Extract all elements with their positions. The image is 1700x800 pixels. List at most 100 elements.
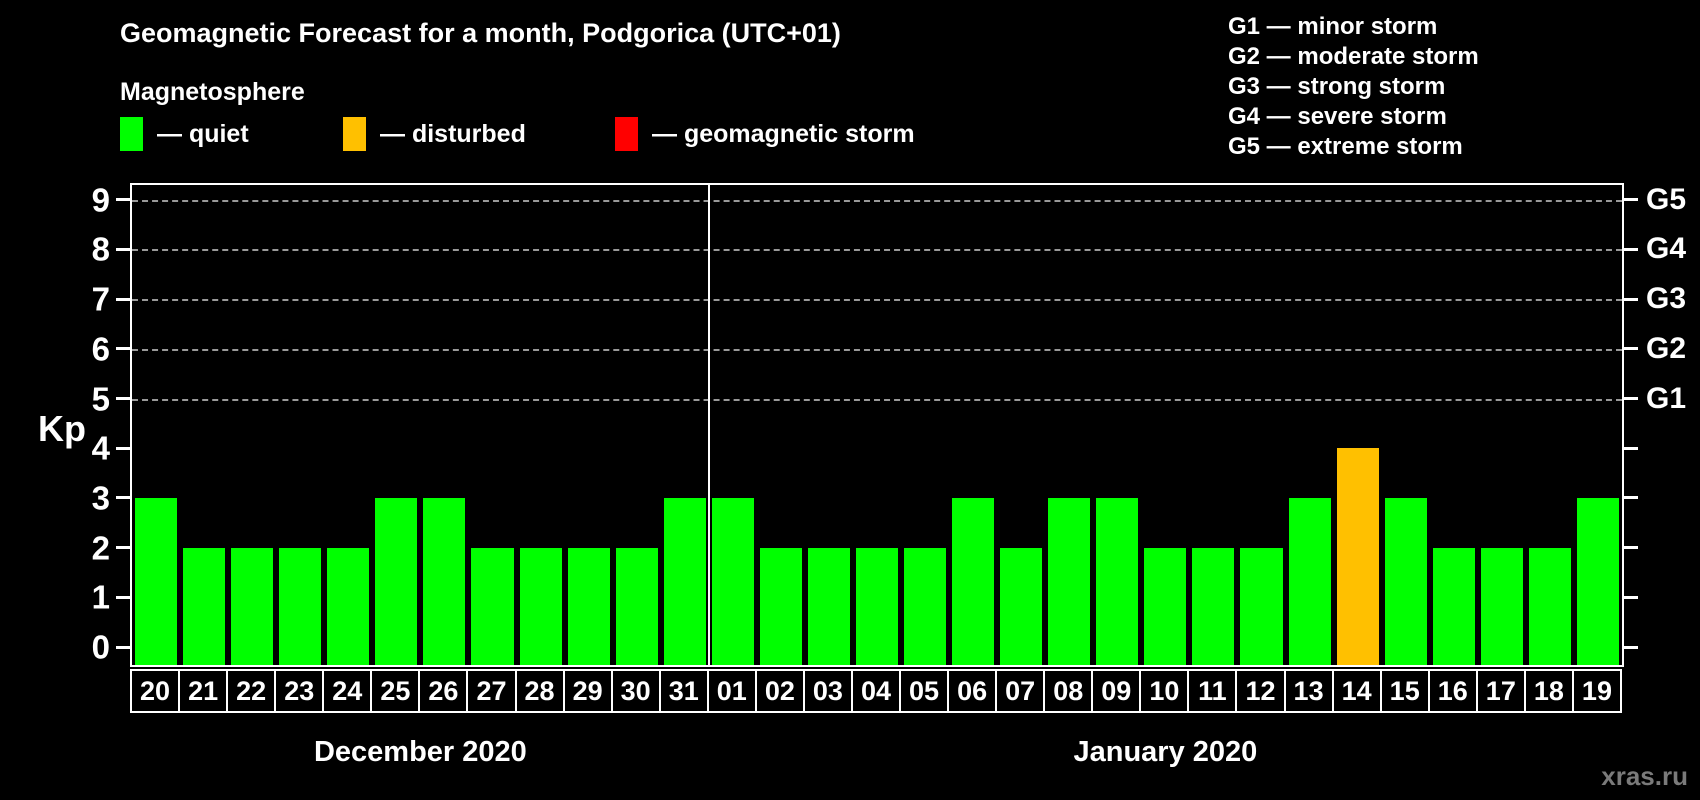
gridline-kp-6 (132, 348, 1622, 351)
kp-bar-day-31 (663, 497, 706, 665)
kp-bar-day-30 (615, 547, 658, 665)
magnetosphere-label: Magnetosphere (120, 78, 305, 106)
day-label-jan-01: 01 (706, 669, 757, 713)
kp-bar-day-17 (1480, 547, 1523, 665)
kp-tick-label-6: 6 (91, 330, 110, 368)
right-tick-kp-3 (1624, 496, 1638, 500)
kp-tick-label-3: 3 (91, 479, 110, 517)
kp-bar-day-21 (183, 547, 226, 665)
kp-tick-label-1: 1 (91, 578, 110, 616)
g-scale-label-G2: G2 (1646, 331, 1687, 365)
storm-scale-line-5: G5 — extreme storm (1228, 133, 1463, 160)
kp-tick-label-2: 2 (91, 529, 110, 567)
g-scale-label-G3: G3 (1646, 282, 1687, 316)
right-tick-kp-7 (1624, 297, 1638, 301)
kp-axis-title: Kp (38, 408, 86, 449)
left-tick-kp-2 (116, 546, 130, 550)
storm-scale-line-2: G2 — moderate storm (1228, 43, 1479, 70)
kp-bar-day-27 (471, 547, 514, 665)
day-label-jan-02: 02 (754, 669, 805, 713)
day-label-dec-24: 24 (322, 669, 373, 713)
kp-bar-day-14 (1336, 448, 1379, 665)
day-label-jan-11: 11 (1187, 669, 1238, 713)
left-tick-kp-8 (116, 247, 130, 251)
day-label-jan-03: 03 (802, 669, 853, 713)
kp-bar-chart-plot-area (130, 183, 1624, 667)
left-tick-kp-6 (116, 347, 130, 351)
gridline-kp-5 (132, 398, 1622, 401)
left-tick-kp-1 (116, 595, 130, 599)
day-label-jan-09: 09 (1091, 669, 1142, 713)
kp-bar-day-24 (327, 547, 370, 665)
month-label-0: December 2020 (313, 736, 527, 768)
legend-label-quiet: — quiet (157, 119, 249, 148)
kp-bar-day-07 (1000, 547, 1043, 665)
day-label-jan-14: 14 (1331, 669, 1382, 713)
kp-bar-day-29 (567, 547, 610, 665)
storm-scale-line-1: G1 — minor storm (1228, 13, 1438, 40)
kp-bar-day-11 (1192, 547, 1235, 665)
left-tick-kp-5 (116, 397, 130, 400)
kp-tick-label-8: 8 (91, 230, 110, 268)
day-label-jan-18: 18 (1523, 669, 1574, 713)
watermark: xras.ru (1601, 761, 1688, 791)
g-scale-label-G5: G5 (1646, 182, 1687, 216)
day-label-dec-25: 25 (370, 669, 421, 713)
day-label-dec-22: 22 (226, 669, 277, 713)
day-label-jan-12: 12 (1235, 669, 1286, 713)
day-label-jan-05: 05 (899, 669, 950, 713)
day-label-dec-29: 29 (562, 669, 613, 713)
day-label-jan-08: 08 (1043, 669, 1094, 713)
day-label-jan-16: 16 (1427, 669, 1478, 713)
kp-bar-day-20 (135, 497, 178, 665)
g-scale-label-G4: G4 (1646, 232, 1687, 266)
storm-scale-line-3: G3 — strong storm (1228, 73, 1446, 100)
kp-bar-day-16 (1432, 547, 1475, 665)
left-tick-kp-3 (116, 496, 130, 500)
kp-bar-day-26 (423, 497, 466, 665)
legend-item-geomagnetic-storm: — geomagnetic storm (615, 116, 915, 152)
gridline-kp-9 (132, 199, 1622, 202)
storm-scale-legend: G1 — minor storm G2 — moderate storm G3 — … (1228, 12, 1479, 162)
kp-bar-day-12 (1240, 547, 1283, 665)
page-title: Geomagnetic Forecast for a month, Podgor… (120, 18, 841, 48)
day-label-dec-31: 31 (658, 669, 709, 713)
kp-bar-day-09 (1096, 497, 1139, 665)
kp-bar-day-28 (519, 547, 562, 665)
left-tick-kp-9 (116, 198, 130, 202)
day-label-jan-19: 19 (1571, 669, 1622, 713)
kp-bar-day-08 (1048, 497, 1091, 665)
kp-bar-day-19 (1576, 497, 1619, 665)
right-tick-kp-5 (1624, 397, 1638, 400)
legend-swatch-quiet (120, 117, 143, 151)
kp-tick-label-4: 4 (91, 429, 110, 467)
kp-bar-day-06 (952, 497, 995, 665)
day-label-dec-26: 26 (418, 669, 469, 713)
kp-bar-day-02 (759, 547, 802, 665)
right-tick-kp-2 (1624, 546, 1638, 550)
day-label-jan-07: 07 (995, 669, 1046, 713)
day-label-dec-28: 28 (514, 669, 565, 713)
legend-swatch-disturbed (343, 117, 366, 151)
kp-bar-day-13 (1288, 497, 1331, 665)
legend-label-disturbed: — disturbed (380, 119, 526, 148)
left-tick-kp-4 (116, 446, 130, 450)
day-label-jan-06: 06 (947, 669, 998, 713)
day-label-dec-27: 27 (466, 669, 517, 713)
kp-bar-day-03 (807, 547, 850, 665)
kp-bar-day-01 (711, 497, 754, 665)
kp-tick-label-5: 5 (91, 380, 110, 417)
kp-bar-day-05 (904, 547, 947, 665)
gridline-kp-7 (132, 299, 1622, 302)
left-tick-kp-7 (116, 297, 130, 301)
day-label-jan-13: 13 (1283, 669, 1334, 713)
right-tick-kp-4 (1624, 446, 1638, 450)
gridline-kp-8 (132, 249, 1622, 252)
right-tick-kp-0 (1624, 645, 1638, 649)
kp-tick-label-7: 7 (91, 280, 110, 318)
month-separator-line (707, 185, 710, 665)
kp-bar-day-15 (1384, 497, 1427, 665)
day-label-dec-30: 30 (610, 669, 661, 713)
day-label-dec-21: 21 (178, 669, 229, 713)
